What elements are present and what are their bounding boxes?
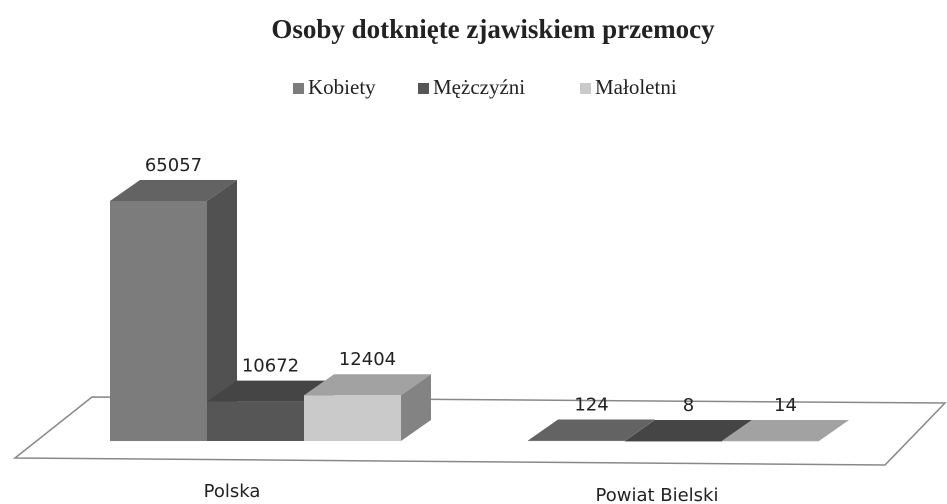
bar-top [207,380,334,402]
bar-top [110,180,237,201]
legend-swatch [580,83,591,94]
legend-swatch [418,83,429,94]
data-label: 65057 [145,155,202,176]
data-label: 10672 [242,356,299,377]
legend-swatch [293,83,304,94]
data-label: 12404 [339,349,396,370]
bar-top [625,419,752,441]
bar-side [401,374,431,441]
bar-side [819,419,849,441]
bar [625,440,722,442]
legend-label: Kobiety [308,75,376,99]
data-label: 124 [574,395,608,416]
data-label: 8 [683,395,694,416]
legend: Kobiety Mężczyźni Małoletni [293,75,677,99]
x-tick-label: Powiat Bielski [596,485,719,504]
x-tick-label: Polska [204,481,261,502]
bar [207,401,304,441]
legend-label: Małoletni [595,75,677,99]
chart-title: Osoby dotknięte zjawiskiem przemocy [271,14,715,44]
bar [110,201,207,441]
data-label: 14 [774,395,797,416]
bar-top [528,419,655,441]
bar [304,395,401,441]
legend-label: Mężczyźni [433,75,525,99]
bar [722,440,819,442]
bar-top [722,419,849,441]
bar [528,440,625,442]
bar-top [304,374,431,396]
bar-side [207,180,237,441]
bar-side [625,419,655,441]
